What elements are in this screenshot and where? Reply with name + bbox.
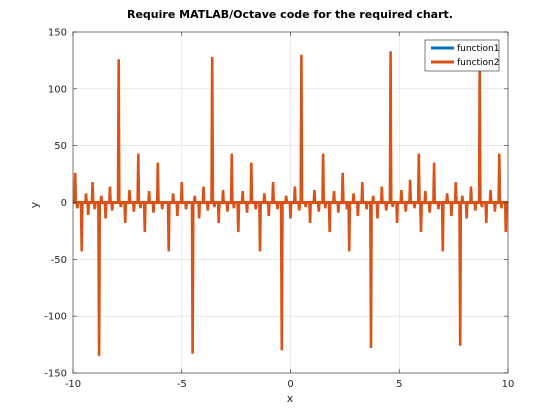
x-tick-label: -10 (65, 379, 81, 390)
series-layer (73, 51, 508, 356)
y-tick-label: 50 (54, 141, 67, 152)
legend: function1 function2 (424, 39, 500, 72)
x-tick-label: -5 (177, 379, 187, 390)
y-axis-label: y (28, 201, 41, 208)
legend-box (424, 39, 500, 72)
y-tick-label: 150 (48, 28, 67, 39)
x-tick-label: 10 (502, 379, 515, 390)
y-tick-label: -50 (51, 255, 67, 266)
x-tick-label: 0 (287, 379, 293, 390)
y-tick-label: -150 (44, 369, 67, 380)
x-tick-label: 5 (396, 379, 402, 390)
legend-label-function2: function2 (457, 58, 500, 68)
chart-title: Require MATLAB/Octave code for the requi… (127, 8, 453, 21)
y-tick-label: 100 (48, 84, 67, 95)
y-tick-label: -100 (44, 312, 67, 323)
legend-label-function1: function1 (457, 44, 500, 54)
y-tick-label: 0 (61, 198, 67, 209)
x-axis-label: x (287, 392, 294, 405)
